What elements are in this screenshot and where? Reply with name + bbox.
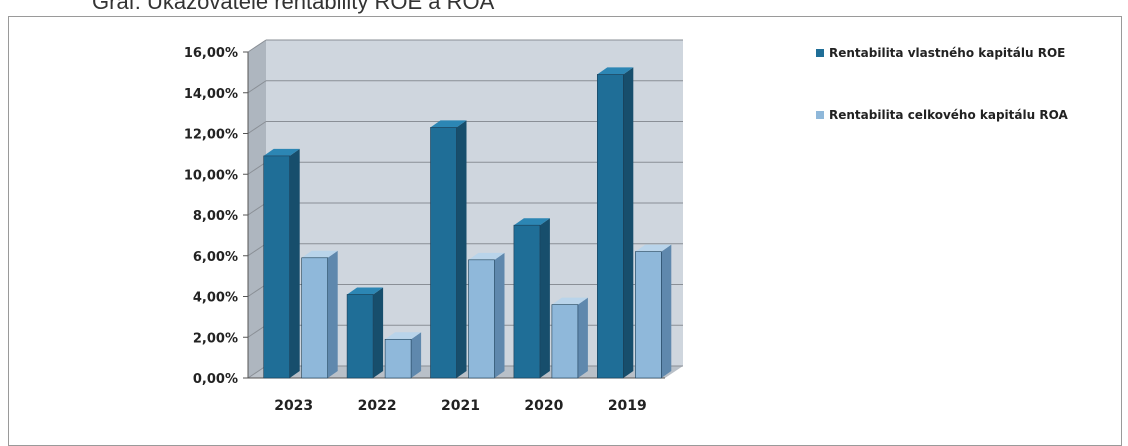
gridline-side [247,39,267,53]
bar-roe-2022 [346,294,374,379]
bar-top-roa [551,297,588,305]
legend-label-roa: Rentabilita celkového kapitálu ROA [829,108,1068,122]
x-tick-label: 2022 [358,398,397,414]
bar-roe-2019 [596,74,624,379]
bar-side-roa [411,332,422,378]
bar-top-roa [635,244,672,252]
bar-side-roa [494,252,505,378]
legend-item-roe: Rentabilita vlastného kapitálu ROE [816,46,1065,60]
legend-label-roe: Rentabilita vlastného kapitálu ROE [829,46,1066,60]
bar-side-roe [289,148,300,378]
y-tick-label: 4,00% [193,291,238,306]
y-tick-label: 12,00% [184,128,238,143]
x-tick-label: 2019 [608,398,647,414]
x-tick-label: 2021 [441,398,480,414]
bar-roa-2022 [384,338,412,379]
gridline-side [247,284,267,297]
y-tick-label: 14,00% [184,87,238,102]
bar-roa-2019 [634,251,662,379]
gridline-side [247,80,267,94]
x-tick-label: 2020 [524,398,563,414]
bar-side-roe [456,120,467,378]
bar-side-roa [661,244,672,378]
bar-top-roe [430,120,467,128]
y-tick-label: 16,00% [184,46,238,61]
y-tick-label: 6,00% [193,250,238,265]
bar-roe-2021 [430,127,457,379]
bar-roa-2020 [551,304,579,379]
bar-side-roe [373,287,384,378]
bar-side-roe [539,218,550,378]
gridline-side [247,161,267,175]
gridline-side [247,243,267,257]
legend-item-roa: Rentabilita celkového kapitálu ROA [816,108,1068,122]
x-tick-label: 2023 [274,398,313,414]
y-tick-label: 10,00% [184,168,238,183]
gridline-side [247,202,267,216]
gridline-side [247,121,267,134]
bar-top-roe [347,287,384,295]
bar-top-roa [385,332,422,340]
bar-top-roa [301,250,338,258]
legend-swatch-roa [816,111,824,119]
bar-roe-2023 [263,155,291,379]
y-tick-label: 2,00% [193,331,238,346]
y-tick-label: 8,00% [193,209,238,224]
bar-top-roe [597,67,634,75]
gridline-side [247,324,267,338]
bar-side-roa [577,297,588,378]
bar-top-roe [263,148,300,156]
y-tick-label: 0,00% [193,372,238,387]
bar-top-roe [513,218,550,226]
legend-swatch-roe [816,49,824,57]
bar-roa-2021 [468,259,495,379]
gridline-side [247,365,267,379]
bar-roe-2020 [513,224,541,379]
page-title: Graf: Ukazovatele rentability ROE a ROA [92,0,495,14]
bar-roa-2023 [301,257,329,379]
bar-side-roa [327,250,338,378]
bar-side-roe [623,67,634,378]
bar-top-roa [468,252,505,260]
